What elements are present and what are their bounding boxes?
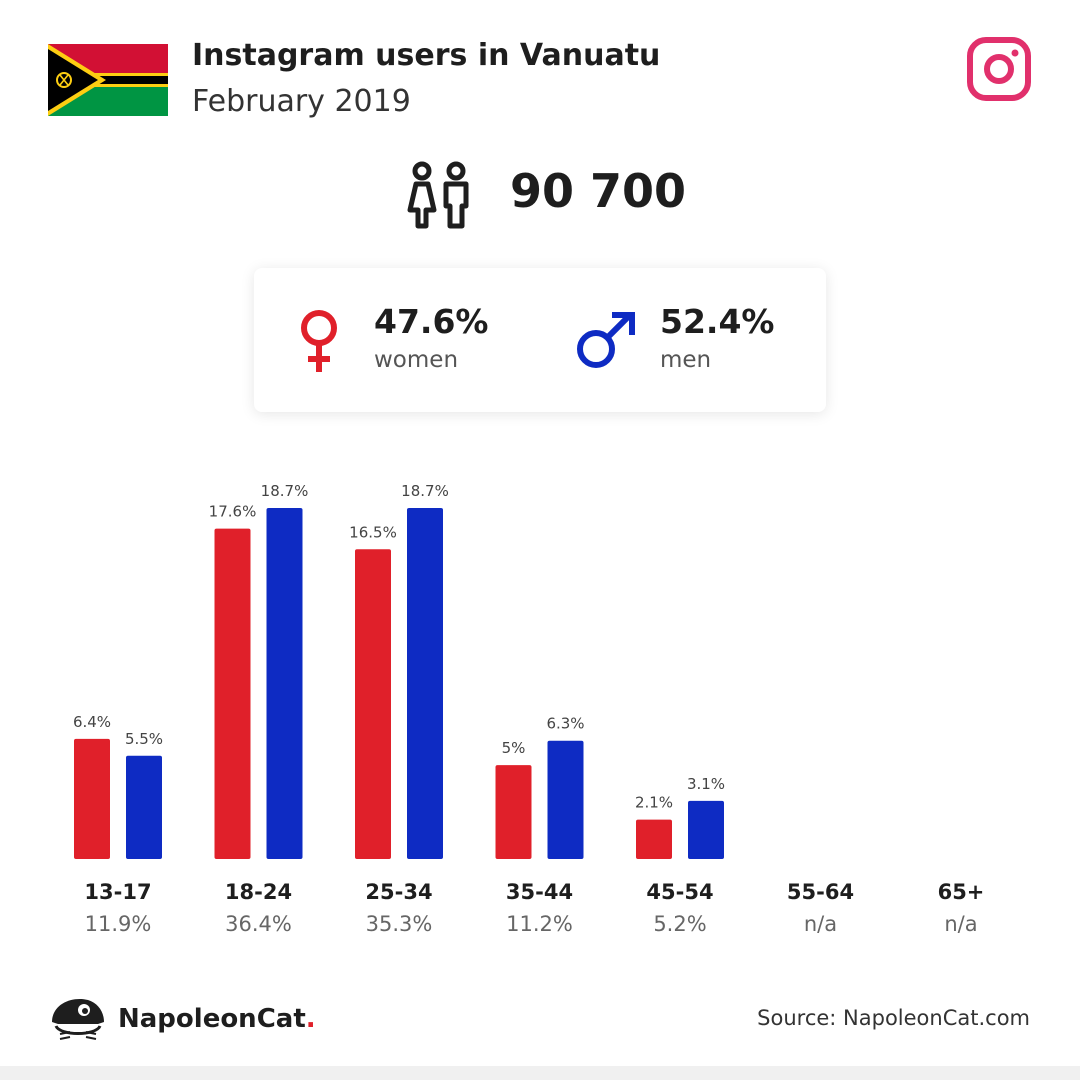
total-users: 90 700 bbox=[510, 164, 687, 218]
bar-value-label: 18.7% bbox=[261, 482, 309, 500]
napoleoncat-logo-icon bbox=[52, 998, 104, 1040]
age-group-total: n/a bbox=[804, 912, 837, 936]
bar-13-17-men bbox=[126, 755, 162, 859]
bar-45-54-men bbox=[688, 800, 724, 859]
vanuatu-flag-icon bbox=[48, 44, 168, 116]
bar-25-34-women bbox=[355, 549, 391, 859]
age-group-total: 36.4% bbox=[225, 912, 292, 936]
gender-card bbox=[254, 268, 826, 412]
age-gender-bar-chart: 6.4%5.5%13-1711.9%17.6%18.7%18-2436.4%16… bbox=[73, 482, 985, 936]
age-group-label: 65+ bbox=[938, 880, 985, 904]
bar-35-44-men bbox=[547, 740, 584, 859]
age-group-label: 35-44 bbox=[506, 880, 573, 904]
source-credit: Source: NapoleonCat.com bbox=[757, 1006, 1030, 1030]
people-icon bbox=[407, 161, 469, 229]
age-group-total: 35.3% bbox=[366, 912, 433, 936]
bar-45-54-women bbox=[636, 819, 672, 859]
bar-18-24-men bbox=[266, 508, 303, 859]
bar-13-17-women bbox=[74, 738, 110, 859]
bar-value-label: 6.4% bbox=[73, 713, 111, 731]
age-group-label: 45-54 bbox=[646, 880, 713, 904]
age-group-total: 11.2% bbox=[506, 912, 573, 936]
bar-value-label: 6.3% bbox=[546, 715, 584, 733]
female-symbol-icon bbox=[301, 310, 337, 372]
bar-18-24-women bbox=[214, 528, 251, 859]
age-group-label: 13-17 bbox=[84, 880, 151, 904]
brand-dot: . bbox=[305, 1004, 316, 1034]
age-group-total: 11.9% bbox=[85, 912, 152, 936]
bar-25-34-men bbox=[407, 508, 443, 859]
brand-name-text: NapoleonCat bbox=[118, 1004, 306, 1034]
age-group-label: 25-34 bbox=[365, 880, 432, 904]
page-title: Instagram users in Vanuatu bbox=[192, 38, 661, 73]
male-symbol-icon bbox=[577, 312, 635, 368]
instagram-icon bbox=[967, 37, 1031, 101]
age-group-label: 55-64 bbox=[787, 880, 854, 904]
age-group-label: 18-24 bbox=[225, 880, 292, 904]
bar-value-label: 18.7% bbox=[401, 482, 449, 500]
bar-value-label: 5.5% bbox=[125, 730, 163, 748]
age-group-total: n/a bbox=[944, 912, 977, 936]
brand-name: NapoleonCat. bbox=[118, 1004, 316, 1034]
women-percent: 47.6% bbox=[374, 302, 489, 341]
men-label: men bbox=[660, 347, 712, 373]
bar-value-label: 17.6% bbox=[209, 503, 257, 521]
bar-35-44-women bbox=[495, 765, 532, 859]
women-label: women bbox=[374, 347, 459, 373]
bottom-strip bbox=[0, 1066, 1080, 1080]
men-percent: 52.4% bbox=[660, 302, 775, 341]
bar-value-label: 5% bbox=[502, 739, 526, 757]
bar-value-label: 16.5% bbox=[349, 523, 397, 541]
page-subtitle: February 2019 bbox=[192, 84, 411, 119]
bar-value-label: 3.1% bbox=[687, 775, 725, 793]
age-group-total: 5.2% bbox=[653, 912, 706, 936]
bar-value-label: 2.1% bbox=[635, 794, 673, 812]
